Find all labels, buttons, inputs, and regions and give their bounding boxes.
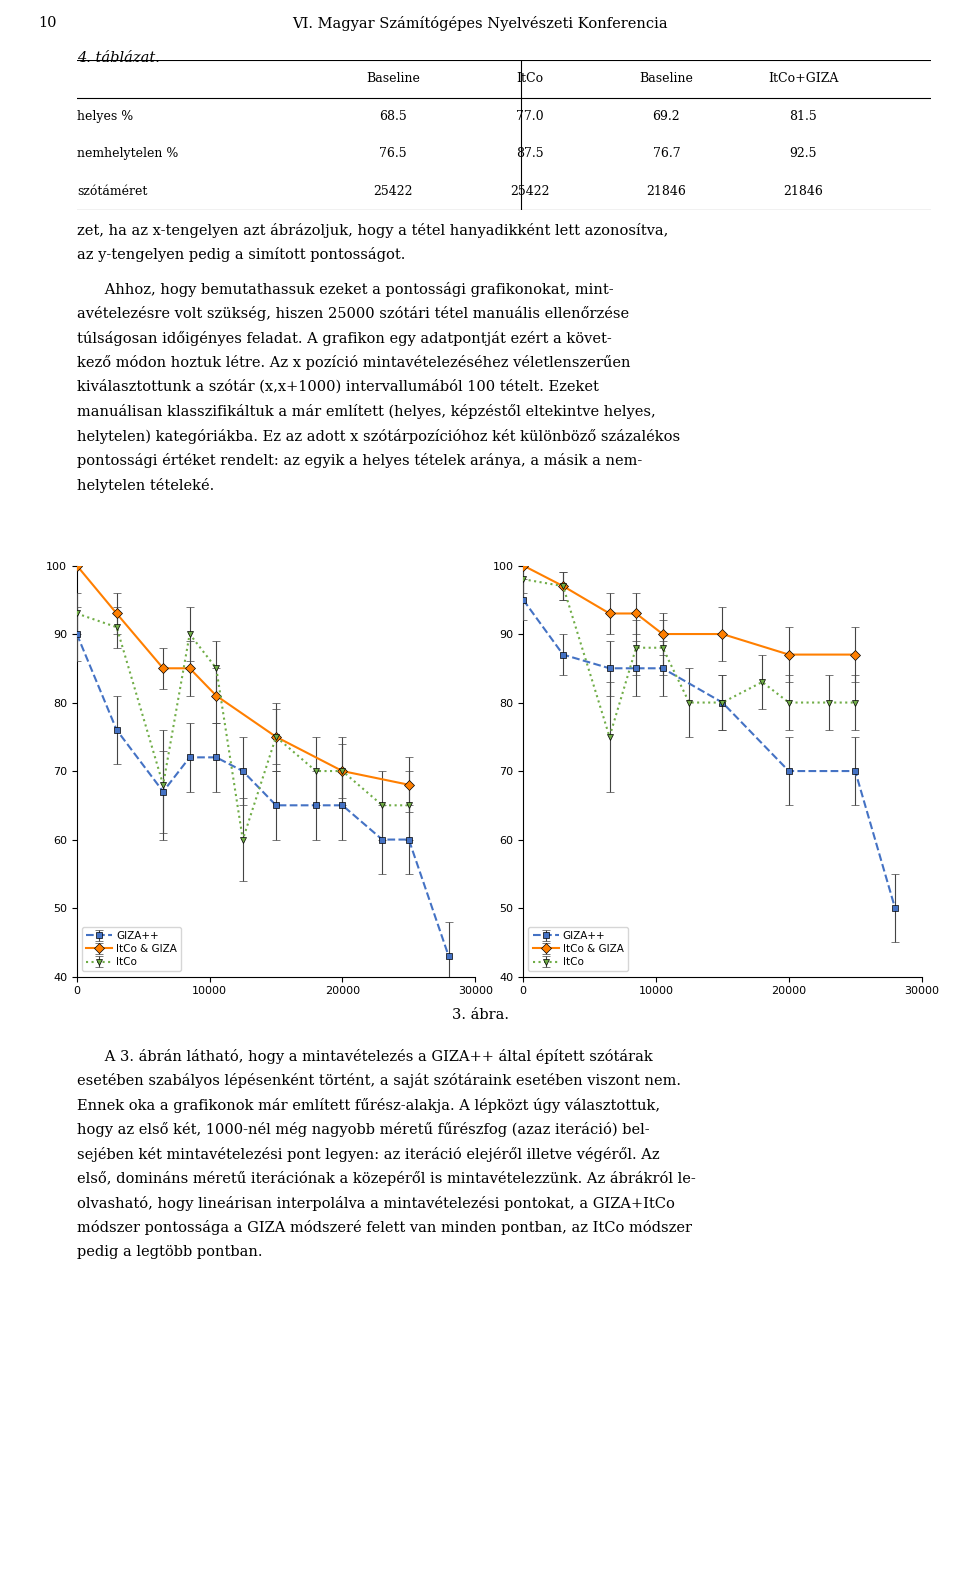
Text: ItCo: ItCo — [516, 73, 543, 85]
Text: 21846: 21846 — [783, 185, 823, 198]
Text: hogy az első két, 1000-nél még nagyobb méretű fűrészfog (azaz iteráció) bel-: hogy az első két, 1000-nél még nagyobb m… — [77, 1123, 649, 1137]
Text: 25422: 25422 — [510, 185, 549, 198]
Text: szótáméret: szótáméret — [77, 185, 147, 198]
Text: 87.5: 87.5 — [516, 147, 543, 160]
Text: nemhelytelen %: nemhelytelen % — [77, 147, 179, 160]
Text: olvasható, hogy lineárisan interpolálva a mintavételezési pontokat, a GIZA+ItCo: olvasható, hogy lineárisan interpolálva … — [77, 1195, 675, 1211]
Text: avételezésre volt szükség, hiszen 25000 szótári tétel manuális ellenőrzése: avételezésre volt szükség, hiszen 25000 … — [77, 307, 629, 321]
Text: Ahhoz, hogy bemutathassuk ezeket a pontossági grafikonokat, mint-: Ahhoz, hogy bemutathassuk ezeket a ponto… — [77, 281, 613, 297]
Text: kező módon hoztuk létre. Az x pozíció mintavételezéséhez véletlenszerűen: kező módon hoztuk létre. Az x pozíció mi… — [77, 356, 631, 370]
Text: 69.2: 69.2 — [653, 111, 680, 123]
Text: 21846: 21846 — [646, 185, 686, 198]
Text: 77.0: 77.0 — [516, 111, 543, 123]
Text: 76.5: 76.5 — [379, 147, 407, 160]
Text: A 3. ábrán látható, hogy a mintavételezés a GIZA++ által épített szótárak: A 3. ábrán látható, hogy a mintavételezé… — [77, 1048, 653, 1064]
Text: manuálisan klasszifikáltuk a már említett (helyes, képzéstől eltekintve helyes,: manuálisan klasszifikáltuk a már említet… — [77, 405, 656, 419]
Text: Baseline: Baseline — [366, 73, 420, 85]
Text: az y-tengelyen pedig a simított pontosságot.: az y-tengelyen pedig a simított pontossá… — [77, 247, 405, 262]
Text: pedig a legtöbb pontban.: pedig a legtöbb pontban. — [77, 1244, 262, 1258]
Text: Ennek oka a grafikonok már említett fűrész-alakja. A lépközt úgy választottuk,: Ennek oka a grafikonok már említett fűré… — [77, 1097, 660, 1113]
Text: módszer pontossága a GIZA módszeré felett van minden pontban, az ItCo módszer: módszer pontossága a GIZA módszeré felet… — [77, 1221, 692, 1235]
Text: 25422: 25422 — [373, 185, 413, 198]
Text: 10: 10 — [38, 16, 57, 30]
Text: 76.7: 76.7 — [653, 147, 680, 160]
Text: helytelen tételeké.: helytelen tételeké. — [77, 477, 214, 493]
Text: 68.5: 68.5 — [379, 111, 407, 123]
Legend: GIZA++, ItCo & GIZA, ItCo: GIZA++, ItCo & GIZA, ItCo — [528, 926, 628, 971]
Text: 4. táblázat.: 4. táblázat. — [77, 51, 159, 65]
Text: 81.5: 81.5 — [789, 111, 817, 123]
Text: sejében két mintavételezési pont legyen: az iteráció elejéről illetve végéről. A: sejében két mintavételezési pont legyen:… — [77, 1146, 660, 1162]
Text: Baseline: Baseline — [639, 73, 693, 85]
Text: helyes %: helyes % — [77, 111, 133, 123]
Text: első, domináns méretű iterációnak a közepéről is mintavételezzünk. Az ábrákról l: első, domináns méretű iterációnak a köze… — [77, 1172, 696, 1186]
Text: 3. ábra.: 3. ábra. — [451, 1009, 509, 1023]
Text: VI. Magyar Számítógépes Nyelvészeti Konferencia: VI. Magyar Számítógépes Nyelvészeti Konf… — [292, 16, 668, 30]
Text: ItCo+GIZA: ItCo+GIZA — [768, 73, 838, 85]
Text: túlságosan időigényes feladat. A grafikon egy adatpontját ezért a követ-: túlságosan időigényes feladat. A grafik… — [77, 330, 612, 346]
Text: pontossági értéket rendelt: az egyik a helyes tételek aránya, a másik a nem-: pontossági értéket rendelt: az egyik a h… — [77, 454, 642, 468]
Text: esetében szabályos lépésenként történt, a saját szótáraink esetében viszont nem.: esetében szabályos lépésenként történt, … — [77, 1073, 681, 1088]
Text: helytelen) kategóriákba. Ez az adott x szótárpozícióhoz két különböző százalékos: helytelen) kategóriákba. Ez az adott x s… — [77, 428, 680, 444]
Text: zet, ha az x-tengelyen azt ábrázoljuk, hogy a tétel hanyadikként lett azonosítva: zet, ha az x-tengelyen azt ábrázoljuk, h… — [77, 223, 668, 237]
Text: kiválasztottunk a szótár (x,x+1000) intervallumából 100 tételt. Ezeket: kiválasztottunk a szótár (x,x+1000) inte… — [77, 379, 599, 394]
Legend: GIZA++, ItCo & GIZA, ItCo: GIZA++, ItCo & GIZA, ItCo — [82, 926, 181, 971]
Text: 92.5: 92.5 — [789, 147, 817, 160]
